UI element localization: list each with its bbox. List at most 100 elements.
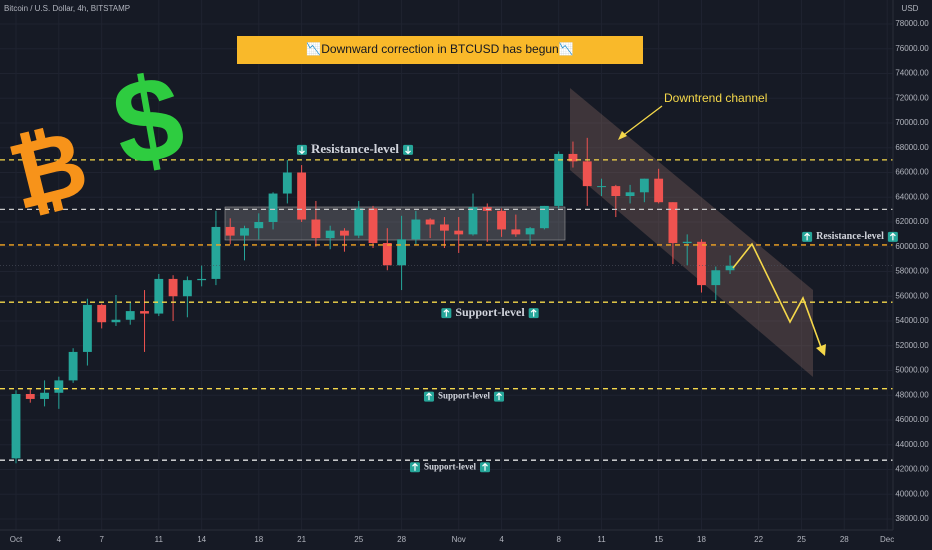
candle-body	[411, 219, 421, 240]
notes: Resistance-level Resistance-level Support-…	[296, 141, 898, 473]
candle-body	[368, 208, 378, 244]
x-tick-label: 21	[297, 535, 306, 544]
x-tick-label: 15	[654, 535, 663, 544]
x-tick-label: Nov	[452, 535, 466, 544]
y-tick-label: 54000.00	[895, 316, 929, 325]
candle-body	[97, 304, 107, 323]
arrow-glyph	[482, 462, 488, 471]
y-tick-label: 50000.00	[895, 366, 929, 375]
y-tick-label: 62000.00	[895, 217, 929, 226]
x-tick-label: 25	[354, 535, 363, 544]
y-tick-label: 60000.00	[895, 242, 929, 251]
candle-body	[611, 186, 621, 197]
arrow-glyph	[530, 308, 537, 317]
y-tick-label: 66000.00	[895, 168, 929, 177]
candle-body	[625, 192, 635, 197]
y-tick-label: 40000.00	[895, 489, 929, 498]
x-tick-label: 7	[99, 535, 104, 544]
y-tick-label: 76000.00	[895, 44, 929, 53]
y-tick-label: 48000.00	[895, 390, 929, 399]
y-tick-label: 58000.00	[895, 267, 929, 276]
candle-body	[682, 241, 692, 244]
candle-body	[354, 208, 364, 236]
candle-body	[397, 239, 407, 266]
note-text: Support-level	[455, 305, 525, 319]
y-tick-label: 38000.00	[895, 514, 929, 523]
x-tick-label: 11	[155, 535, 164, 544]
candle-body	[68, 351, 78, 381]
x-tick-label: 28	[840, 535, 849, 544]
candle-body	[454, 230, 464, 235]
candle-body	[382, 243, 392, 266]
candle-body	[668, 202, 678, 244]
y-tick-label: 72000.00	[895, 93, 929, 102]
candle-body	[654, 178, 664, 203]
note-text: Support-level	[438, 391, 491, 401]
candle-body	[140, 311, 149, 314]
arrow-glyph	[405, 146, 411, 155]
x-tick-label: 18	[254, 535, 263, 544]
note-text: Resistance-level	[816, 231, 884, 242]
candle-body	[111, 319, 121, 323]
candle-body	[597, 186, 606, 188]
arrow-glyph	[496, 392, 502, 401]
candle-body	[154, 278, 164, 314]
candle-body	[497, 210, 506, 230]
arrow-glyph	[889, 232, 896, 241]
y-tick-label: 74000.00	[895, 69, 929, 78]
y-tick-label: 46000.00	[895, 415, 929, 424]
arrow-glyph	[426, 392, 432, 401]
x-tick-label: 8	[556, 535, 561, 544]
candle-body	[40, 392, 49, 399]
candle-body	[11, 394, 21, 459]
candle-body	[268, 193, 278, 222]
candle-body	[554, 153, 564, 206]
range-box	[224, 206, 566, 241]
candle-body	[639, 178, 649, 193]
x-tick-label: Dec	[880, 535, 894, 544]
candle-body	[311, 219, 321, 239]
x-tick-label: 25	[797, 535, 806, 544]
candle-body	[697, 241, 706, 286]
candle-body	[182, 280, 192, 297]
candle-body	[711, 270, 721, 286]
price-axis	[893, 0, 932, 550]
arrow-glyph	[443, 308, 450, 317]
candle-body	[168, 278, 178, 297]
x-tick-label: 4	[57, 535, 62, 544]
y-tick-label: 68000.00	[895, 143, 929, 152]
candle-body	[297, 172, 307, 220]
y-tick-label: 78000.00	[895, 19, 929, 28]
candle-body	[254, 221, 264, 229]
candle-body	[211, 226, 221, 279]
y-tick-label: 42000.00	[895, 465, 929, 474]
candle-body	[54, 380, 64, 393]
y-tick-label: 64000.00	[895, 192, 929, 201]
candle-body	[725, 265, 735, 271]
banner-box	[237, 36, 643, 64]
y-tick-label: 70000.00	[895, 118, 929, 127]
x-tick-label: 11	[597, 535, 606, 544]
note-text: Resistance-level	[311, 141, 399, 156]
candle-body	[225, 226, 235, 236]
arrow-glyph	[412, 462, 418, 471]
candle-body	[82, 304, 92, 352]
currency-label: USD	[902, 4, 919, 13]
x-tick-label: 28	[397, 535, 406, 544]
chart-title: Bitcoin / U.S. Dollar, 4h, BITSTAMP	[4, 4, 130, 13]
x-tick-label: 14	[197, 535, 206, 544]
projection-path	[732, 242, 823, 351]
candle-body	[340, 230, 349, 236]
candle-body	[25, 394, 35, 399]
axes: 38000.00 40000.00 42000.00 44000.00 46000.00…	[10, 19, 929, 544]
candle-body	[325, 230, 335, 239]
banner-text: 📉Downward correction in BTCUSD has begun…	[306, 42, 573, 56]
candle-body	[468, 207, 478, 235]
candle-body	[539, 205, 549, 229]
candle-body	[425, 219, 435, 225]
candle-body	[568, 153, 578, 162]
channel-arrowhead	[618, 131, 627, 140]
candle-body	[511, 229, 521, 235]
